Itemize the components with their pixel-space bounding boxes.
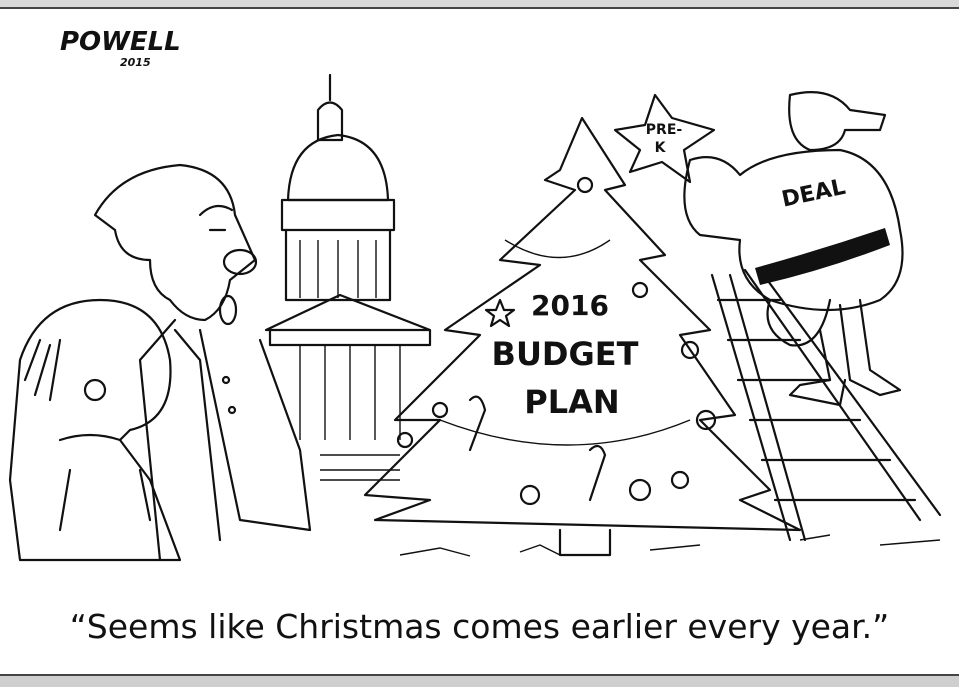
star: PRE- K bbox=[613, 93, 716, 184]
signature-name: POWELL bbox=[60, 27, 181, 57]
man-front bbox=[8, 298, 182, 562]
caption: “Seems like Christmas comes earlier ever… bbox=[70, 607, 890, 646]
capitol bbox=[264, 73, 432, 481]
tree-label: BUDGET bbox=[492, 335, 639, 373]
santa-belt bbox=[755, 228, 890, 285]
tree-label: 2016 bbox=[531, 289, 609, 322]
man-back bbox=[93, 163, 312, 562]
tree: 2016 BUDGET PLAN bbox=[363, 116, 802, 557]
bottom-frame bbox=[0, 675, 959, 687]
ladder bbox=[710, 268, 942, 542]
star-label: K bbox=[655, 140, 667, 156]
star-label: PRE- bbox=[646, 122, 683, 138]
tree-label: PLAN bbox=[524, 383, 619, 421]
top-frame bbox=[0, 0, 959, 8]
signature-year: 2015 bbox=[120, 56, 151, 69]
ground bbox=[399, 534, 941, 557]
